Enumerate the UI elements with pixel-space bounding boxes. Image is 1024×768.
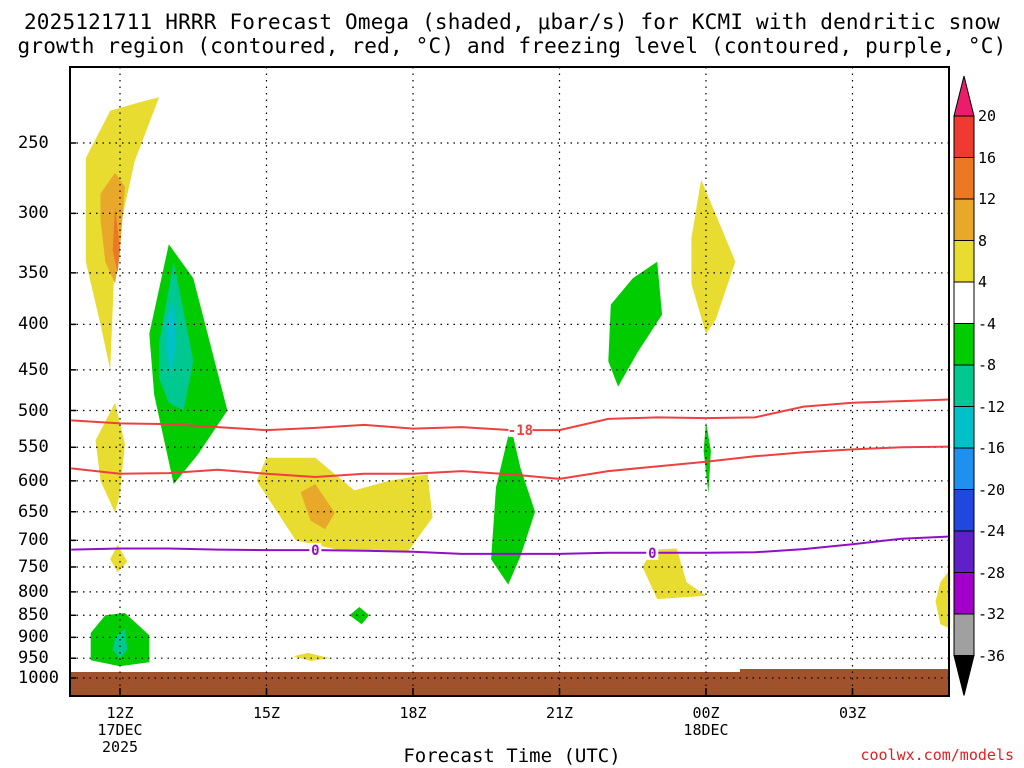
colorbar-swatch-2 [953,157,975,200]
y-tick-label: 450 [18,359,49,380]
omega-region-13 [349,607,370,625]
omega-region-18 [703,421,711,494]
colorbar-swatch-9 [953,447,975,490]
credit-text: coolwx.com/models [860,746,1014,764]
colorbar-label: 16 [978,148,997,167]
dgz-contour-label-bg [508,423,533,438]
y-tick-label: 350 [18,262,49,283]
omega-region-6 [159,261,194,411]
colorbar-label: 20 [978,107,997,125]
colorbar-bottom-arrow [953,655,975,696]
freezing-level-label-1-bg [309,543,322,558]
omega-region-11 [300,484,335,530]
colorbar-label: -4 [978,314,997,333]
y-tick-label: 700 [18,530,49,551]
colorbar [953,75,975,696]
colorbar-label: 12 [978,190,997,208]
y-tick-label: 650 [18,501,49,522]
x-tick-label: 21Z [545,704,574,722]
omega-region-16 [608,261,663,387]
omega-region-0 [85,97,160,370]
y-tick-label: 850 [18,605,49,626]
x-tick-label: 18DEC [683,721,729,739]
colorbar-label: -16 [978,439,1006,457]
colorbar-swatch-13 [953,613,975,656]
colorbar-label: 8 [978,231,988,250]
ground-bar [70,672,949,696]
colorbar-label: -24 [978,522,1006,540]
y-tick-label: 950 [18,648,49,669]
x-tick-label: 18Z [399,704,427,722]
contours: -18 0 0 [71,398,951,562]
x-tick-label: 00Z [692,704,720,722]
y-tick-label: 750 [18,556,49,577]
omega-region-10 [256,457,433,552]
gridlines [70,67,949,696]
ground-bar-step [740,669,949,673]
colorbar-swatch-11 [953,530,975,573]
omega-region-15 [642,548,706,600]
colorbar-label: -12 [978,397,1006,416]
colorbar-swatch-10 [953,489,975,532]
freezing-level-label-2: 0 [648,546,656,562]
omega-region-9 [112,628,128,659]
plot-frame [69,66,950,697]
dgz-contour-label: -18 [508,423,533,439]
freezing-level-label-2-bg [646,545,659,560]
x-tick-label: 12Z [106,704,134,722]
omega-shaded-regions [85,97,951,667]
freezing-level-contour [71,535,951,555]
colorbar-label: -8 [978,356,997,374]
y-tick-label: 800 [18,581,49,602]
omega-region-2 [112,206,120,273]
colorbar-swatch-6 [953,323,975,366]
y-tick-label: 300 [18,203,49,224]
x-tick-label: 15Z [252,704,281,722]
y-tick-label: 1000 [18,668,59,688]
omega-region-4 [110,544,128,573]
y-tick-label: 550 [18,437,49,458]
omega-region-7 [166,299,177,375]
chart-title-line1: 2025121711 HRRR Forecast Omega (shaded, … [23,10,1001,34]
colorbar-swatch-8 [953,406,975,449]
colorbar-label: -20 [978,480,1006,499]
omega-region-14 [491,425,536,585]
x-tick-label: 17DEC [97,721,143,739]
colorbar-swatch-7 [953,364,975,407]
colorbar-label: -32 [978,605,1006,623]
colorbar-swatch-5 [953,281,975,324]
colorbar-label: -28 [978,563,1006,582]
y-tick-label: 900 [18,627,49,648]
freezing-level-label-1: 0 [311,543,319,559]
x-axis-label: Forecast Time (UTC) [403,745,621,767]
colorbar-swatch-3 [953,198,975,241]
colorbar-swatch-4 [953,240,975,283]
x-tick-label: 03Z [838,704,867,722]
y-tick-label: 250 [18,133,49,153]
dgz-lower-contour [71,445,951,480]
omega-region-19 [935,569,951,629]
y-tick-label: 500 [18,400,49,421]
y-tick-label: 600 [18,470,49,491]
omega-region-3 [95,402,125,513]
omega-region-17 [691,179,736,334]
y-tick-label: 400 [18,314,49,335]
ground-fill [70,669,949,696]
chart-title-line2: growth region (contoured, red, °C) and f… [17,34,1007,58]
omega-region-12 [293,652,330,661]
colorbar-label: 4 [978,273,988,291]
x-tick-label: 2025 [101,738,139,756]
colorbar-swatch-12 [953,572,975,615]
colorbar-swatch-1 [953,115,975,158]
colorbar-label: -36 [978,646,1006,665]
colorbar-top-arrow [953,75,975,117]
